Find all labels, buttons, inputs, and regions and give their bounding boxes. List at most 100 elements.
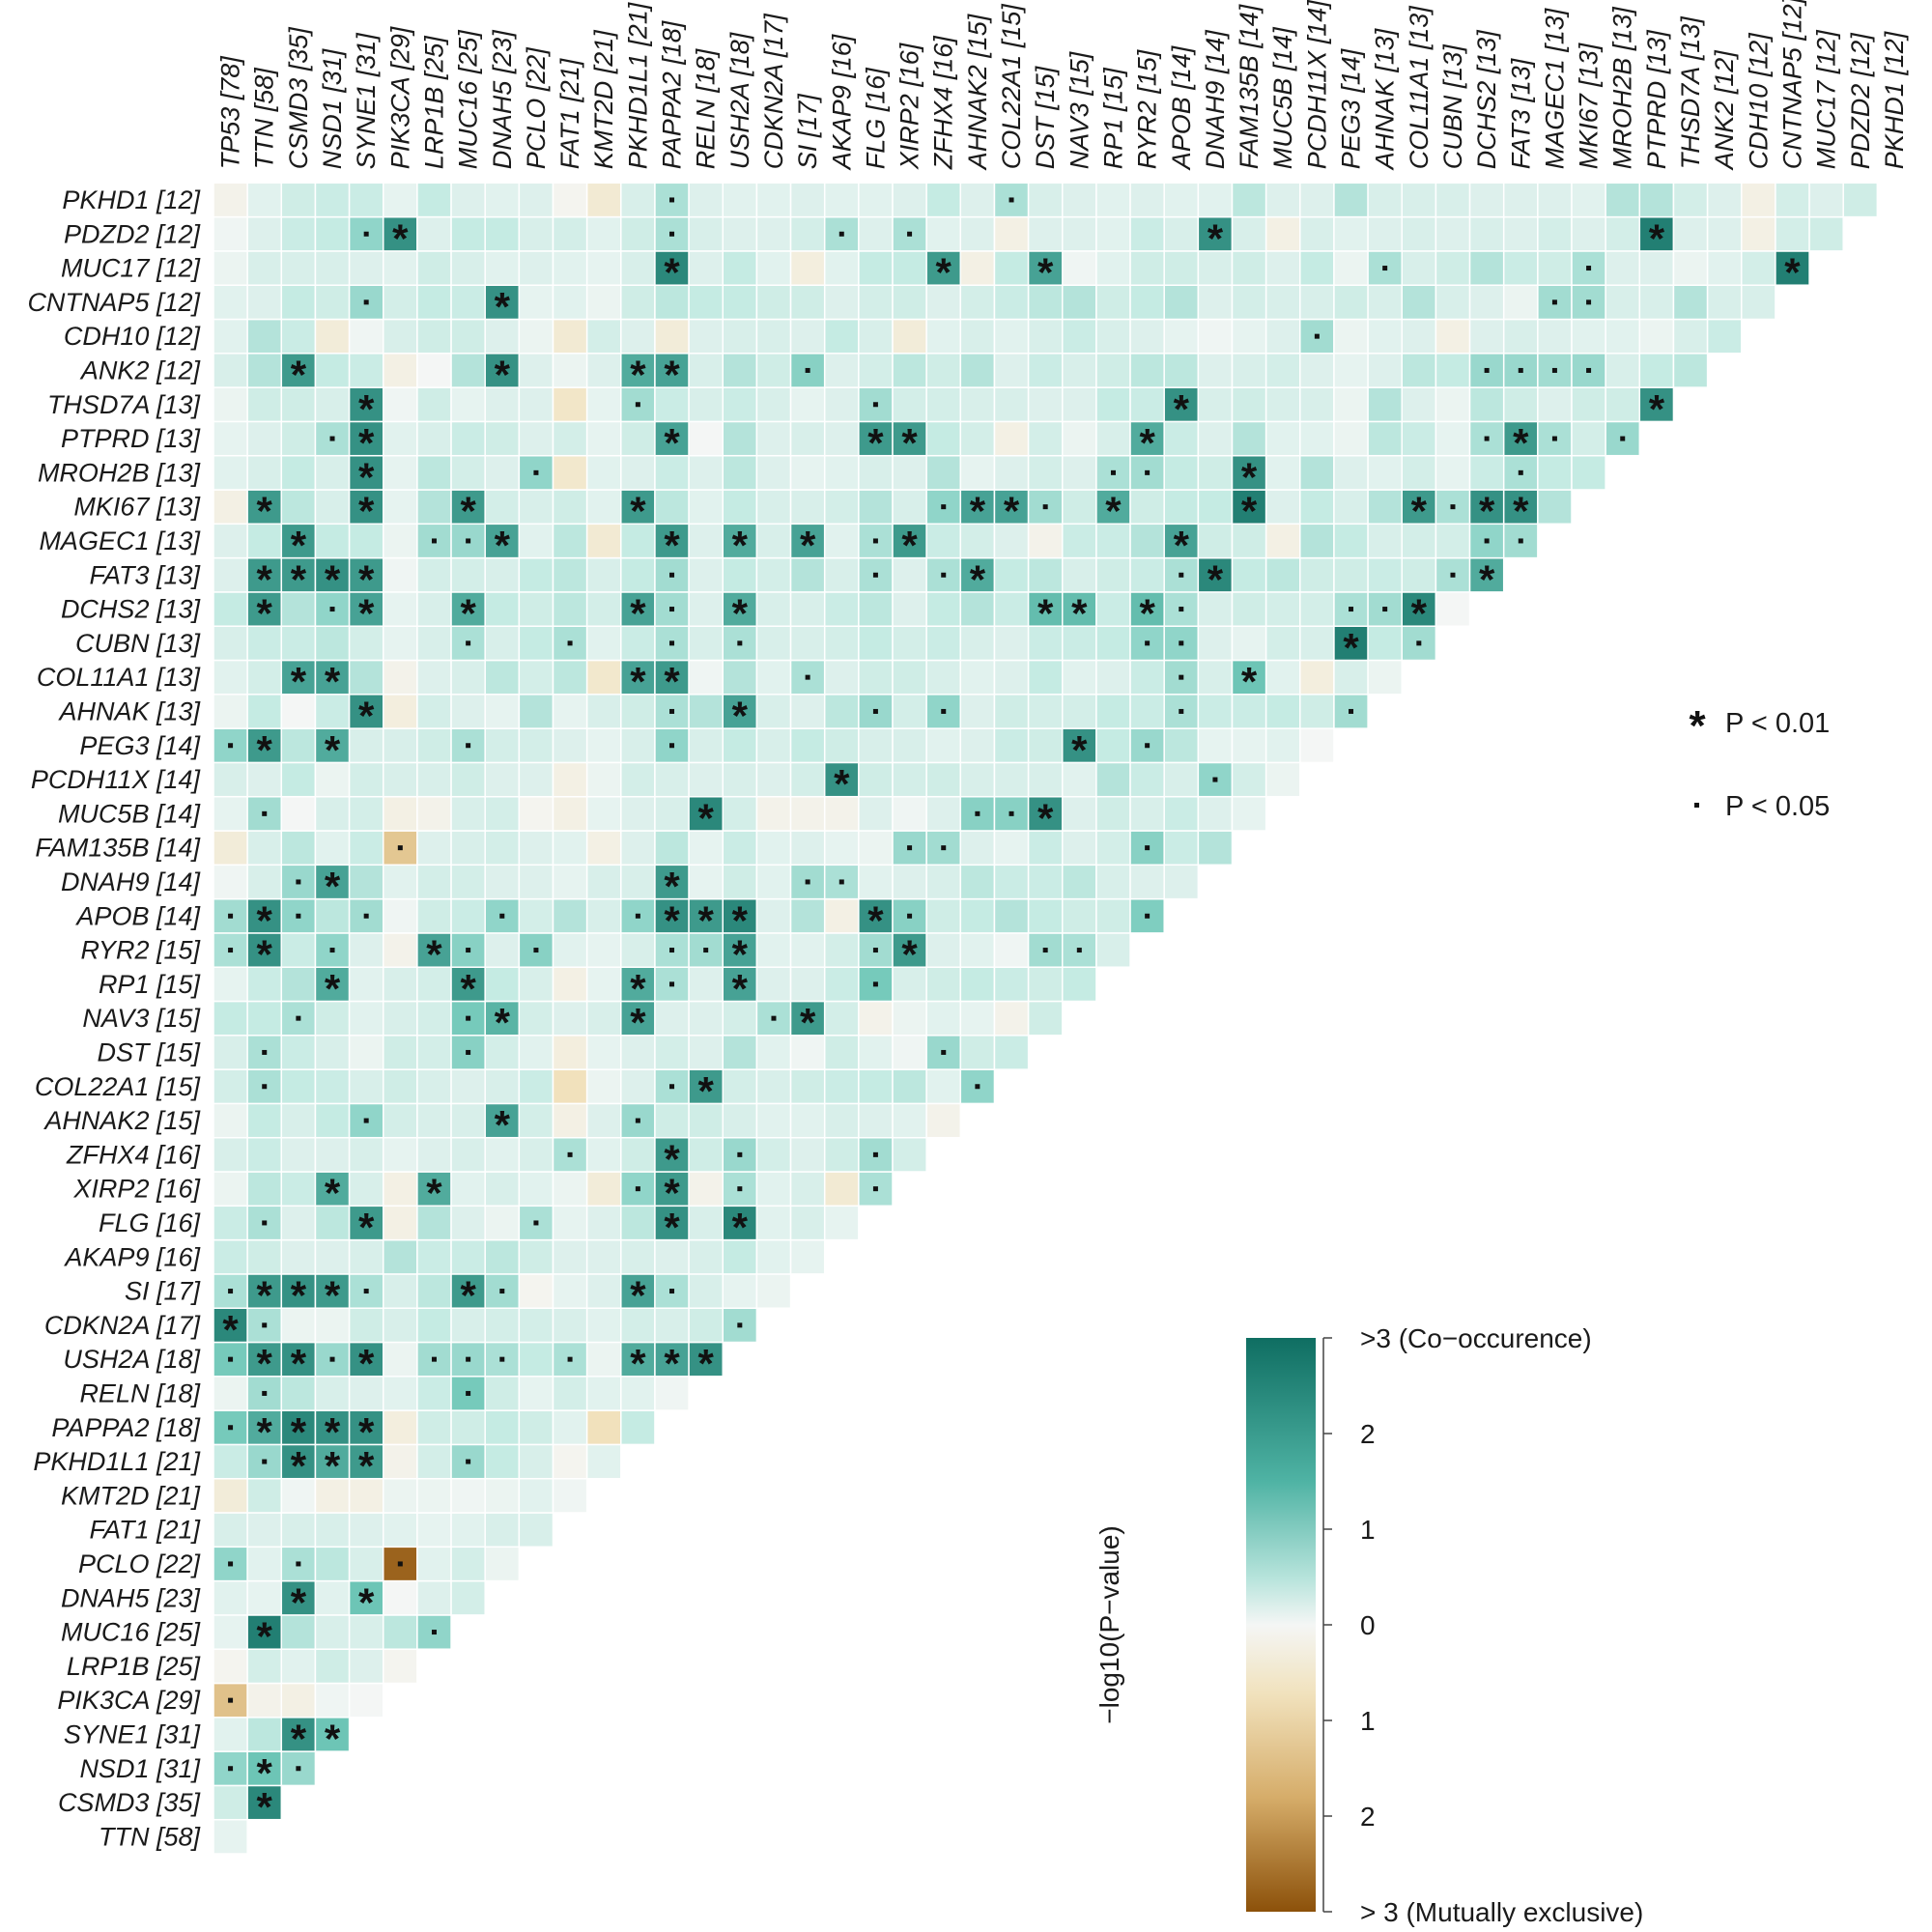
significance-dot — [363, 1289, 369, 1294]
heatmap-cell — [925, 897, 962, 934]
heatmap-cell — [892, 591, 927, 627]
heatmap-cell — [585, 659, 622, 696]
heatmap-cell — [620, 420, 656, 457]
heatmap-cell — [552, 420, 588, 457]
heatmap-cell — [383, 864, 418, 900]
heatmap-cell — [1333, 215, 1369, 252]
heatmap-cell — [789, 1238, 826, 1275]
heatmap-cell — [892, 727, 927, 764]
heatmap-cell — [314, 1682, 351, 1719]
heatmap-cell — [213, 1818, 248, 1855]
row-label: THSD7A [13] — [47, 390, 202, 419]
heatmap-cell — [925, 591, 962, 627]
heatmap-cell — [959, 1035, 996, 1070]
heatmap-cell — [1367, 489, 1403, 526]
heatmap-cell — [823, 795, 860, 832]
heatmap-cell — [1027, 523, 1064, 559]
heatmap-cell — [484, 1512, 521, 1548]
heatmap-cell — [858, 830, 894, 867]
heatmap-cell — [1027, 966, 1064, 1003]
heatmap-cell — [1095, 932, 1131, 968]
heatmap-cell — [518, 1307, 554, 1344]
heatmap-cell — [450, 1579, 486, 1616]
significance-star: * — [732, 897, 749, 943]
significance-dot — [872, 981, 878, 987]
heatmap-cell — [518, 694, 554, 729]
heatmap-cell — [1605, 386, 1641, 423]
heatmap-cell — [1129, 556, 1165, 593]
heatmap-cell — [1129, 215, 1165, 252]
heatmap-cell — [518, 386, 554, 423]
heatmap-cell — [858, 1068, 894, 1105]
column-label: TTN [58] — [250, 67, 279, 170]
heatmap-cell — [858, 250, 894, 286]
heatmap-cell — [585, 897, 622, 934]
column-label: AHNAK2 [15] — [963, 13, 992, 171]
row-label: MKI67 [13] — [73, 493, 201, 522]
heatmap-cell — [246, 386, 283, 423]
heatmap-cell — [892, 1102, 927, 1139]
row-label: PCLO [22] — [78, 1549, 202, 1578]
heatmap-cell — [1231, 795, 1267, 832]
heatmap-cell — [823, 625, 860, 662]
heatmap-cell — [925, 795, 962, 832]
significance-dot — [397, 845, 403, 851]
heatmap-cell — [416, 215, 452, 252]
significance-dot — [669, 231, 675, 237]
row-labels: TTN [58] CSMD3 [35] NSD1 [31] SYNE1 [31] PIK… — [27, 185, 201, 1851]
heatmap-cell — [993, 591, 1030, 627]
heatmap-cell — [722, 1102, 758, 1139]
heatmap-cell — [654, 659, 690, 696]
heatmap-cell — [1672, 250, 1709, 286]
significance-dot — [228, 1561, 234, 1567]
heatmap-cell — [959, 932, 996, 968]
heatmap-cell — [1062, 420, 1097, 457]
significance-dot — [228, 1697, 234, 1703]
heatmap-cell — [450, 420, 486, 457]
heatmap-cell — [993, 284, 1030, 321]
heatmap-cell — [314, 489, 351, 526]
heatmap-cell — [1027, 284, 1064, 321]
significance-dot — [329, 1356, 335, 1362]
heatmap-cell — [1264, 182, 1301, 218]
heatmap-cell — [993, 864, 1030, 900]
heatmap-cell — [246, 1171, 283, 1208]
heatmap-cell — [213, 353, 248, 388]
significance-star: * — [495, 1000, 511, 1045]
heatmap-cell — [959, 694, 996, 729]
significance-star: * — [1071, 591, 1088, 637]
heatmap-cell — [1129, 761, 1165, 798]
significance-star: * — [1241, 454, 1258, 499]
heatmap-cell — [1468, 215, 1505, 252]
heatmap-cell — [789, 591, 826, 627]
heatmap-cell — [722, 1000, 758, 1037]
heatmap-cell — [722, 353, 758, 388]
heatmap-cell — [858, 1102, 894, 1139]
significance-star: * — [630, 352, 646, 397]
heatmap-cell — [993, 420, 1030, 457]
heatmap-cell — [585, 932, 622, 968]
heatmap-cell — [383, 420, 418, 457]
significance-star: * — [358, 489, 375, 534]
significance-star: * — [291, 1273, 307, 1319]
significance-star: * — [970, 489, 986, 534]
heatmap-cell — [450, 966, 486, 1003]
significance-dot — [466, 1049, 471, 1055]
heatmap-cell — [789, 454, 826, 491]
heatmap-cell — [348, 795, 384, 832]
heatmap-cell — [246, 864, 283, 900]
heatmap-cell — [823, 556, 860, 593]
significance-dot — [228, 743, 234, 749]
column-label: RYR2 [15] — [1133, 48, 1162, 169]
heatmap-cell — [755, 727, 792, 764]
heatmap-cell — [823, 966, 860, 1003]
heatmap-cell — [246, 659, 283, 696]
heatmap-cell — [246, 284, 283, 321]
heatmap-cell — [518, 1512, 554, 1548]
heatmap-cell — [1468, 284, 1505, 321]
heatmap-cell — [213, 556, 248, 593]
heatmap-cell — [246, 1579, 283, 1616]
heatmap-cell — [1537, 250, 1573, 286]
heatmap-cell — [213, 1102, 248, 1139]
heatmap-cell — [383, 1648, 418, 1685]
